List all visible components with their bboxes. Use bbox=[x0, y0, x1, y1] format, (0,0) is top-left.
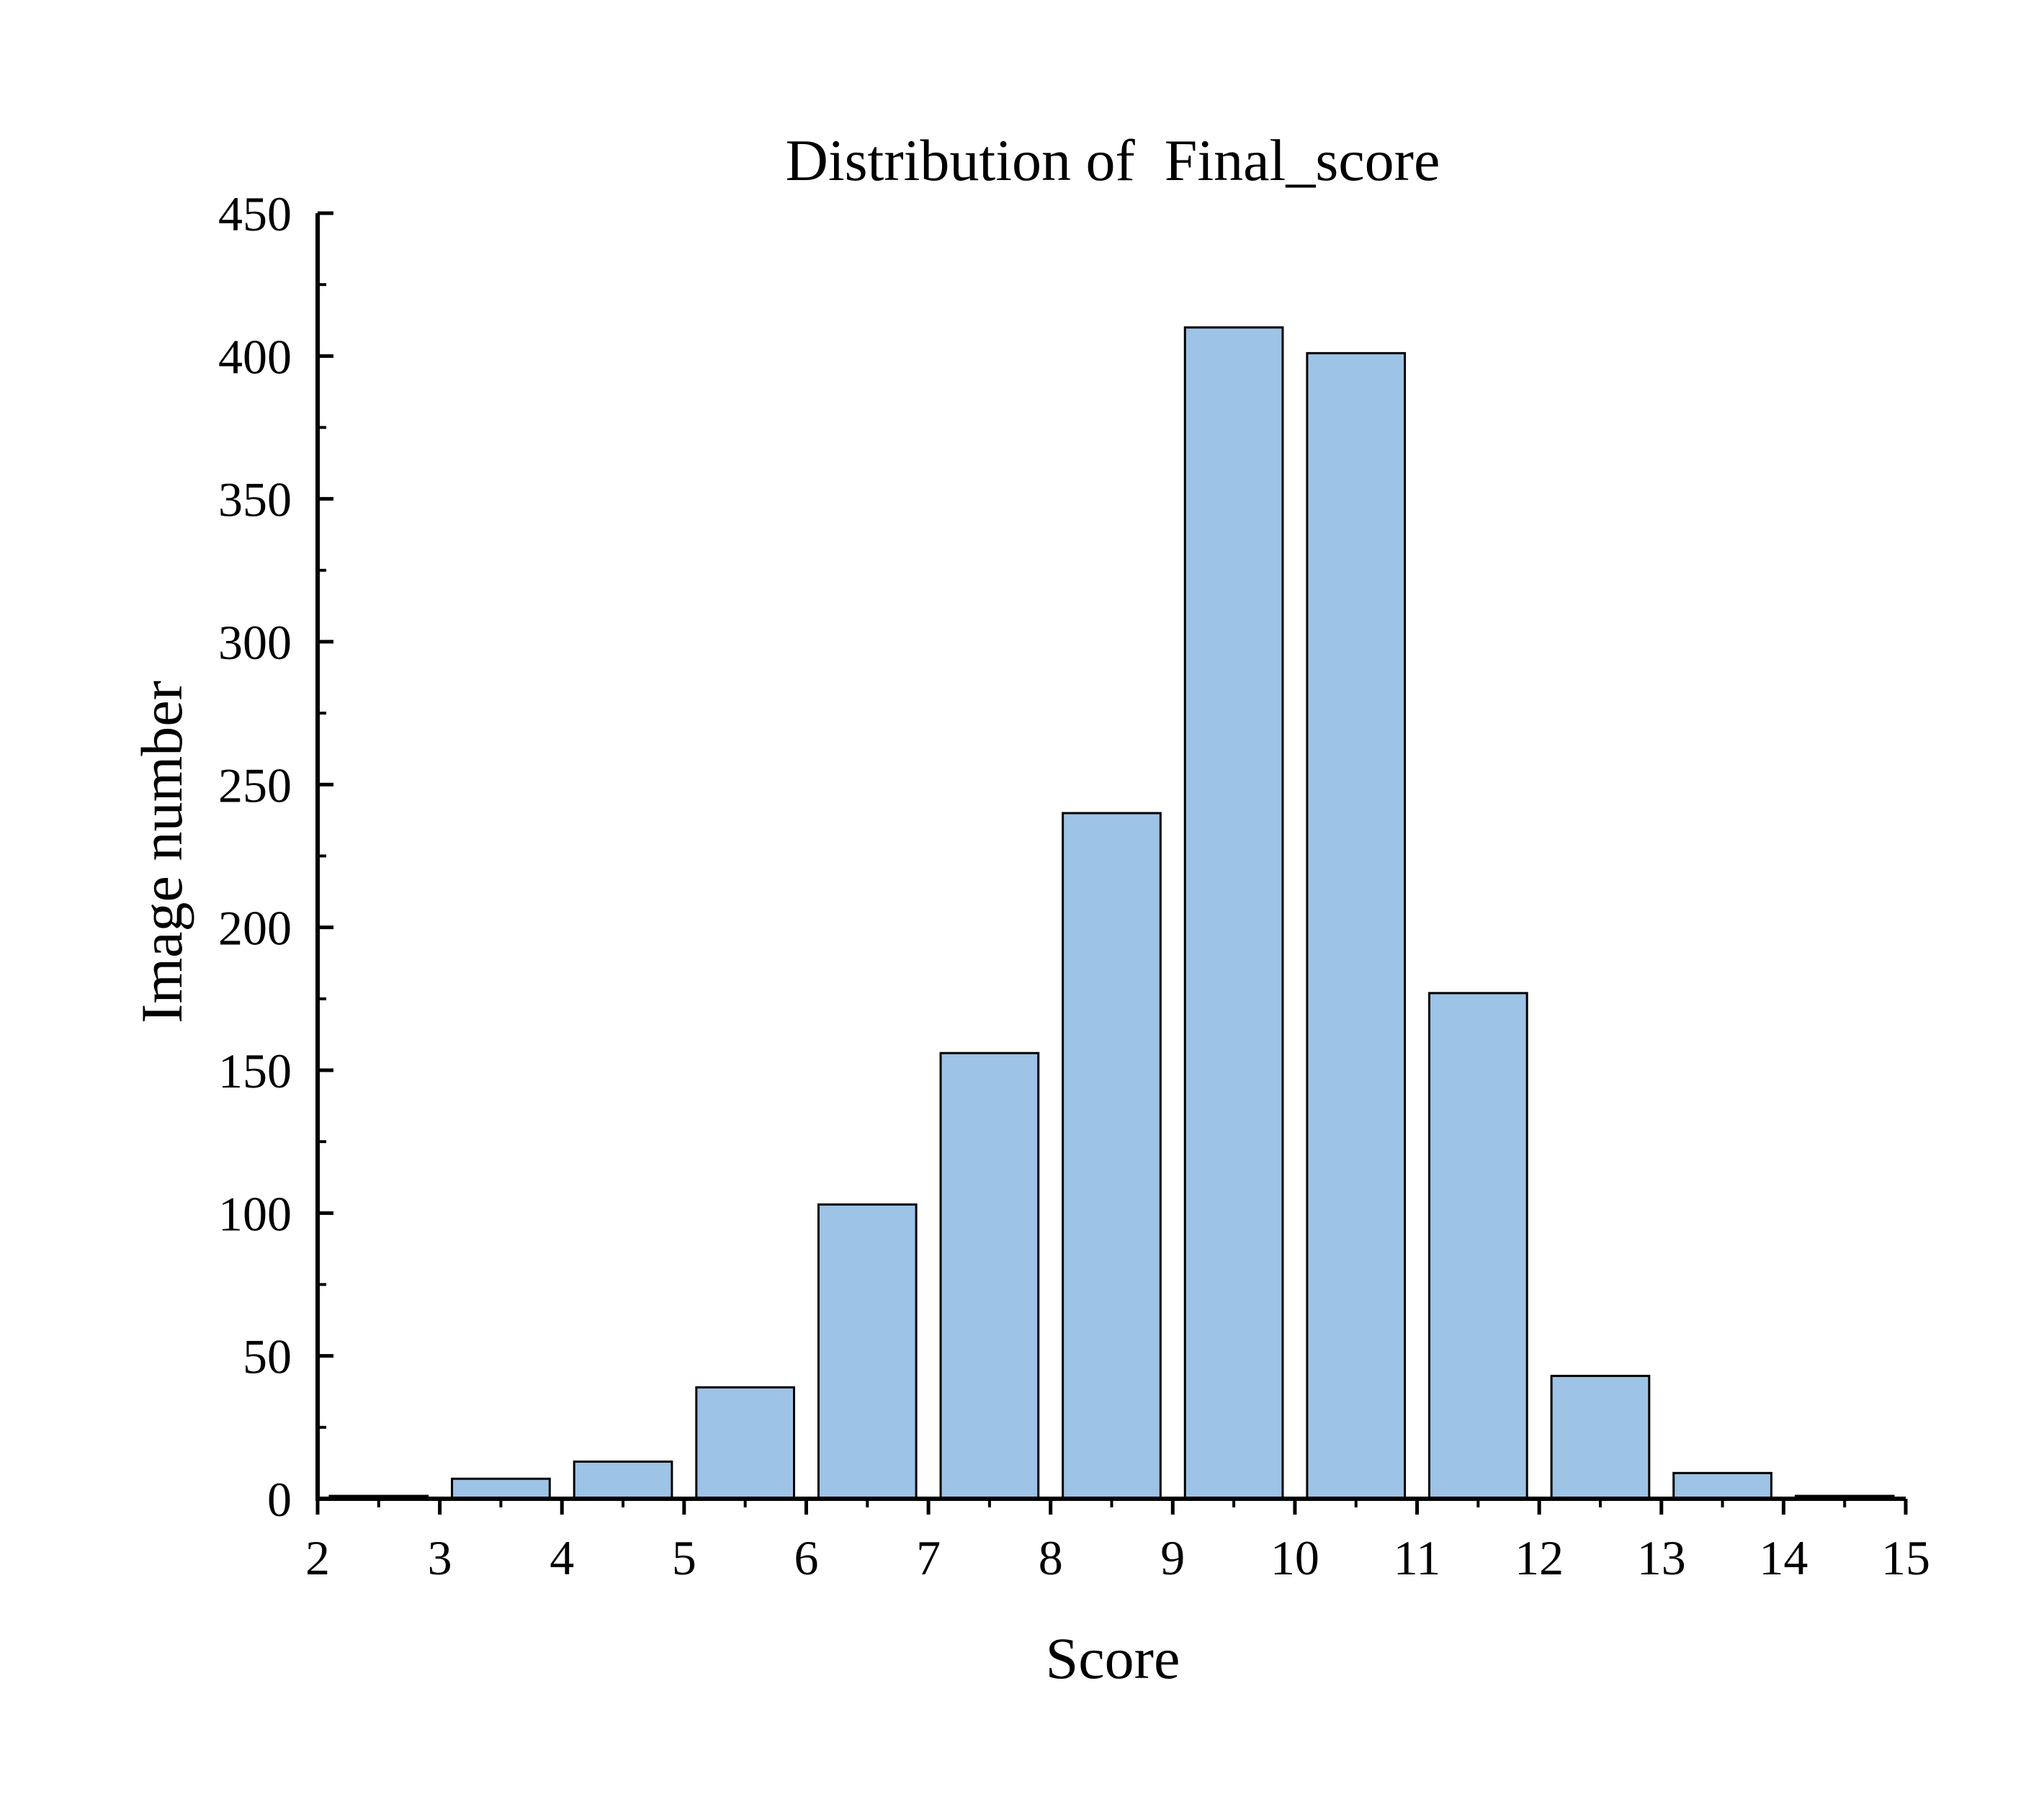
histogram-bar-3 bbox=[695, 1386, 795, 1500]
histogram-bar-10 bbox=[1550, 1374, 1651, 1500]
x-tick-label: 7 bbox=[916, 1530, 941, 1585]
histogram-bar-8 bbox=[1306, 351, 1407, 1500]
histogram-bar-6 bbox=[1062, 812, 1162, 1500]
histogram-bar-9 bbox=[1428, 992, 1528, 1500]
x-tick-label: 2 bbox=[305, 1530, 330, 1585]
y-tick-label: 0 bbox=[267, 1472, 292, 1527]
x-tick-label: 12 bbox=[1515, 1530, 1564, 1585]
x-tick-label: 9 bbox=[1160, 1530, 1185, 1585]
x-tick-label: 15 bbox=[1881, 1530, 1930, 1585]
y-tick-label: 150 bbox=[218, 1044, 292, 1098]
x-tick-label: 6 bbox=[794, 1530, 818, 1585]
x-tick-label: 5 bbox=[672, 1530, 696, 1585]
x-tick-label: 13 bbox=[1637, 1530, 1686, 1585]
axes-layer: 2 3 4 5 6 7 8 9 10 11 12 13 14 1505010015020025030035… bbox=[218, 187, 1930, 1585]
y-tick-label: 350 bbox=[218, 472, 292, 527]
y-tick-label: 100 bbox=[218, 1186, 292, 1241]
histogram-bar-2 bbox=[573, 1460, 673, 1500]
x-tick-label: 3 bbox=[428, 1530, 452, 1585]
histogram-bar-4 bbox=[817, 1203, 918, 1500]
x-tick-label: 10 bbox=[1270, 1530, 1319, 1585]
y-tick-label: 400 bbox=[218, 329, 292, 384]
y-tick-label: 450 bbox=[218, 187, 292, 241]
chart-title: Distribution of Final_score bbox=[786, 127, 1440, 193]
bars-layer bbox=[328, 326, 1895, 1500]
y-tick-label: 50 bbox=[243, 1330, 292, 1384]
y-tick-label: 250 bbox=[218, 758, 292, 812]
x-tick-label: 8 bbox=[1039, 1530, 1063, 1585]
x-axis-title: Score bbox=[1046, 1626, 1180, 1691]
x-tick-label: 11 bbox=[1394, 1530, 1440, 1585]
histogram-bar-1 bbox=[451, 1477, 551, 1500]
y-tick-label: 300 bbox=[218, 615, 292, 670]
x-tick-label: 4 bbox=[550, 1530, 574, 1585]
histogram-bar-7 bbox=[1183, 326, 1284, 1500]
x-tick-label: 14 bbox=[1759, 1530, 1808, 1585]
histogram-bar-5 bbox=[939, 1052, 1040, 1500]
y-tick-label: 200 bbox=[218, 901, 292, 956]
y-axis-title: Image number bbox=[129, 681, 194, 1023]
histogram-bar-11 bbox=[1672, 1471, 1772, 1500]
